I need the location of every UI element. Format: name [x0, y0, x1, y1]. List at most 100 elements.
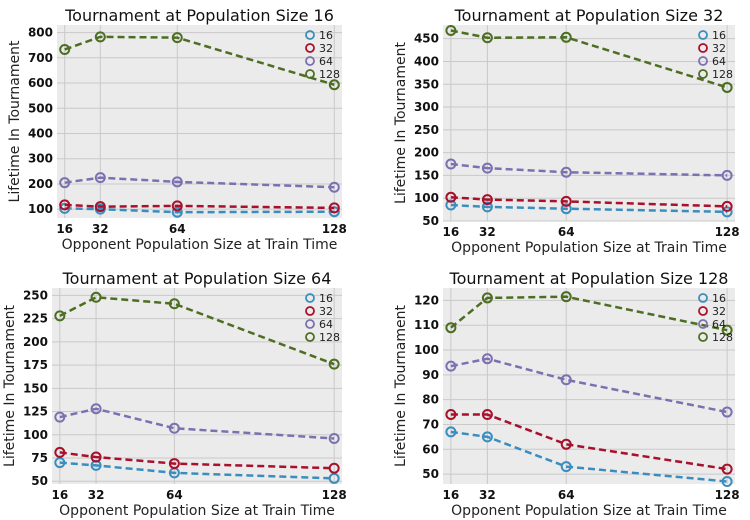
legend-label: 128	[319, 331, 340, 344]
data-point-32	[328, 462, 340, 474]
y-tick-label: 60	[422, 442, 439, 456]
y-tick-label: 350	[414, 77, 439, 91]
x-axis-label: Opponent Population Size at Train Time	[62, 237, 338, 253]
legend-label: 64	[712, 318, 726, 331]
chart-title: Tournament at Population Size 64	[62, 269, 332, 288]
legend-marker-16	[698, 30, 708, 40]
y-tick-label: 90	[422, 368, 439, 382]
data-point-16	[560, 203, 572, 215]
data-point-128	[560, 31, 572, 43]
data-point-128	[445, 322, 457, 334]
series-line-128	[59, 296, 335, 366]
data-point-32	[90, 451, 102, 463]
y-axis-label: Lifetime In Tournament	[393, 305, 409, 467]
chart-title: Tournament at Population Size 16	[64, 6, 334, 25]
plot-area	[57, 25, 342, 218]
legend-marker-16	[305, 30, 315, 40]
series-line-16	[64, 207, 335, 214]
x-tick-label: 16	[443, 225, 460, 239]
legend-marker-16	[305, 293, 315, 303]
legend-label: 16	[712, 29, 726, 42]
series-line-32	[450, 413, 728, 471]
data-point-64	[59, 177, 71, 189]
data-point-128	[168, 298, 180, 310]
legend-label: 64	[712, 55, 726, 68]
legend-label: 64	[319, 55, 333, 68]
y-tick-label: 300	[28, 152, 53, 166]
y-tick-label: 110	[414, 318, 439, 332]
data-point-32	[721, 200, 733, 212]
chart-title: Tournament at Population Size 32	[454, 6, 724, 25]
legend-marker-64	[698, 56, 708, 66]
data-point-64	[445, 360, 457, 372]
data-point-64	[481, 353, 493, 365]
data-point-16	[721, 476, 733, 488]
x-axis-label: Opponent Population Size at Train Time	[59, 503, 335, 519]
x-tick-label: 64	[166, 488, 183, 502]
x-tick-label: 32	[479, 225, 496, 239]
legend-label: 16	[319, 29, 333, 42]
y-tick-label: 700	[28, 51, 53, 65]
data-point-128	[94, 31, 106, 43]
series-line-32	[64, 203, 335, 210]
data-point-64	[94, 172, 106, 184]
x-tick-label: 128	[715, 488, 740, 502]
legend-marker-32	[305, 43, 315, 53]
y-tick-label: 50	[422, 467, 439, 481]
legend-marker-32	[698, 43, 708, 53]
legend-label: 32	[712, 305, 726, 318]
y-tick-label: 100	[414, 191, 439, 205]
data-point-16	[171, 206, 183, 218]
y-tick-label: 250	[23, 288, 48, 302]
y-tick-label: 225	[23, 312, 48, 326]
y-tick-label: 200	[414, 146, 439, 160]
x-tick-label: 128	[715, 225, 740, 239]
data-point-32	[445, 409, 457, 421]
data-point-32	[560, 438, 572, 450]
x-tick-label: 16	[443, 488, 460, 502]
data-point-32	[721, 463, 733, 475]
data-point-128	[328, 79, 340, 91]
legend-marker-128	[698, 69, 708, 79]
x-tick-label: 32	[88, 488, 105, 502]
data-point-32	[168, 458, 180, 470]
legend-label: 16	[712, 292, 726, 305]
legend-marker-32	[305, 306, 315, 316]
y-tick-label: 100	[28, 202, 53, 216]
data-point-64	[721, 406, 733, 418]
series-line-64	[59, 407, 335, 440]
series-line-64	[64, 176, 335, 189]
y-tick-label: 75	[31, 451, 48, 465]
data-point-32	[560, 195, 572, 207]
data-point-64	[560, 166, 572, 178]
y-tick-label: 150	[414, 168, 439, 182]
data-point-16	[481, 201, 493, 213]
data-point-16	[54, 457, 66, 469]
y-tick-label: 250	[414, 123, 439, 137]
legend-marker-64	[698, 319, 708, 329]
data-point-128	[445, 24, 457, 36]
y-tick-label: 800	[28, 26, 53, 40]
y-tick-label: 100	[23, 428, 48, 442]
data-point-16	[59, 202, 71, 214]
series-line-128	[450, 29, 728, 89]
y-axis-label: Lifetime In Tournament	[2, 305, 18, 467]
data-point-128	[59, 43, 71, 55]
y-tick-label: 150	[23, 381, 48, 395]
data-point-64	[90, 403, 102, 415]
data-point-16	[560, 461, 572, 473]
data-point-16	[721, 206, 733, 218]
y-tick-label: 300	[414, 100, 439, 114]
data-point-64	[721, 169, 733, 181]
y-tick-label: 120	[414, 293, 439, 307]
legend-label: 32	[319, 42, 333, 55]
legend-marker-64	[305, 56, 315, 66]
data-point-32	[94, 201, 106, 213]
x-tick-label: 32	[92, 222, 109, 236]
series-line-16	[450, 430, 728, 483]
data-point-64	[445, 158, 457, 170]
legend-label: 32	[712, 42, 726, 55]
